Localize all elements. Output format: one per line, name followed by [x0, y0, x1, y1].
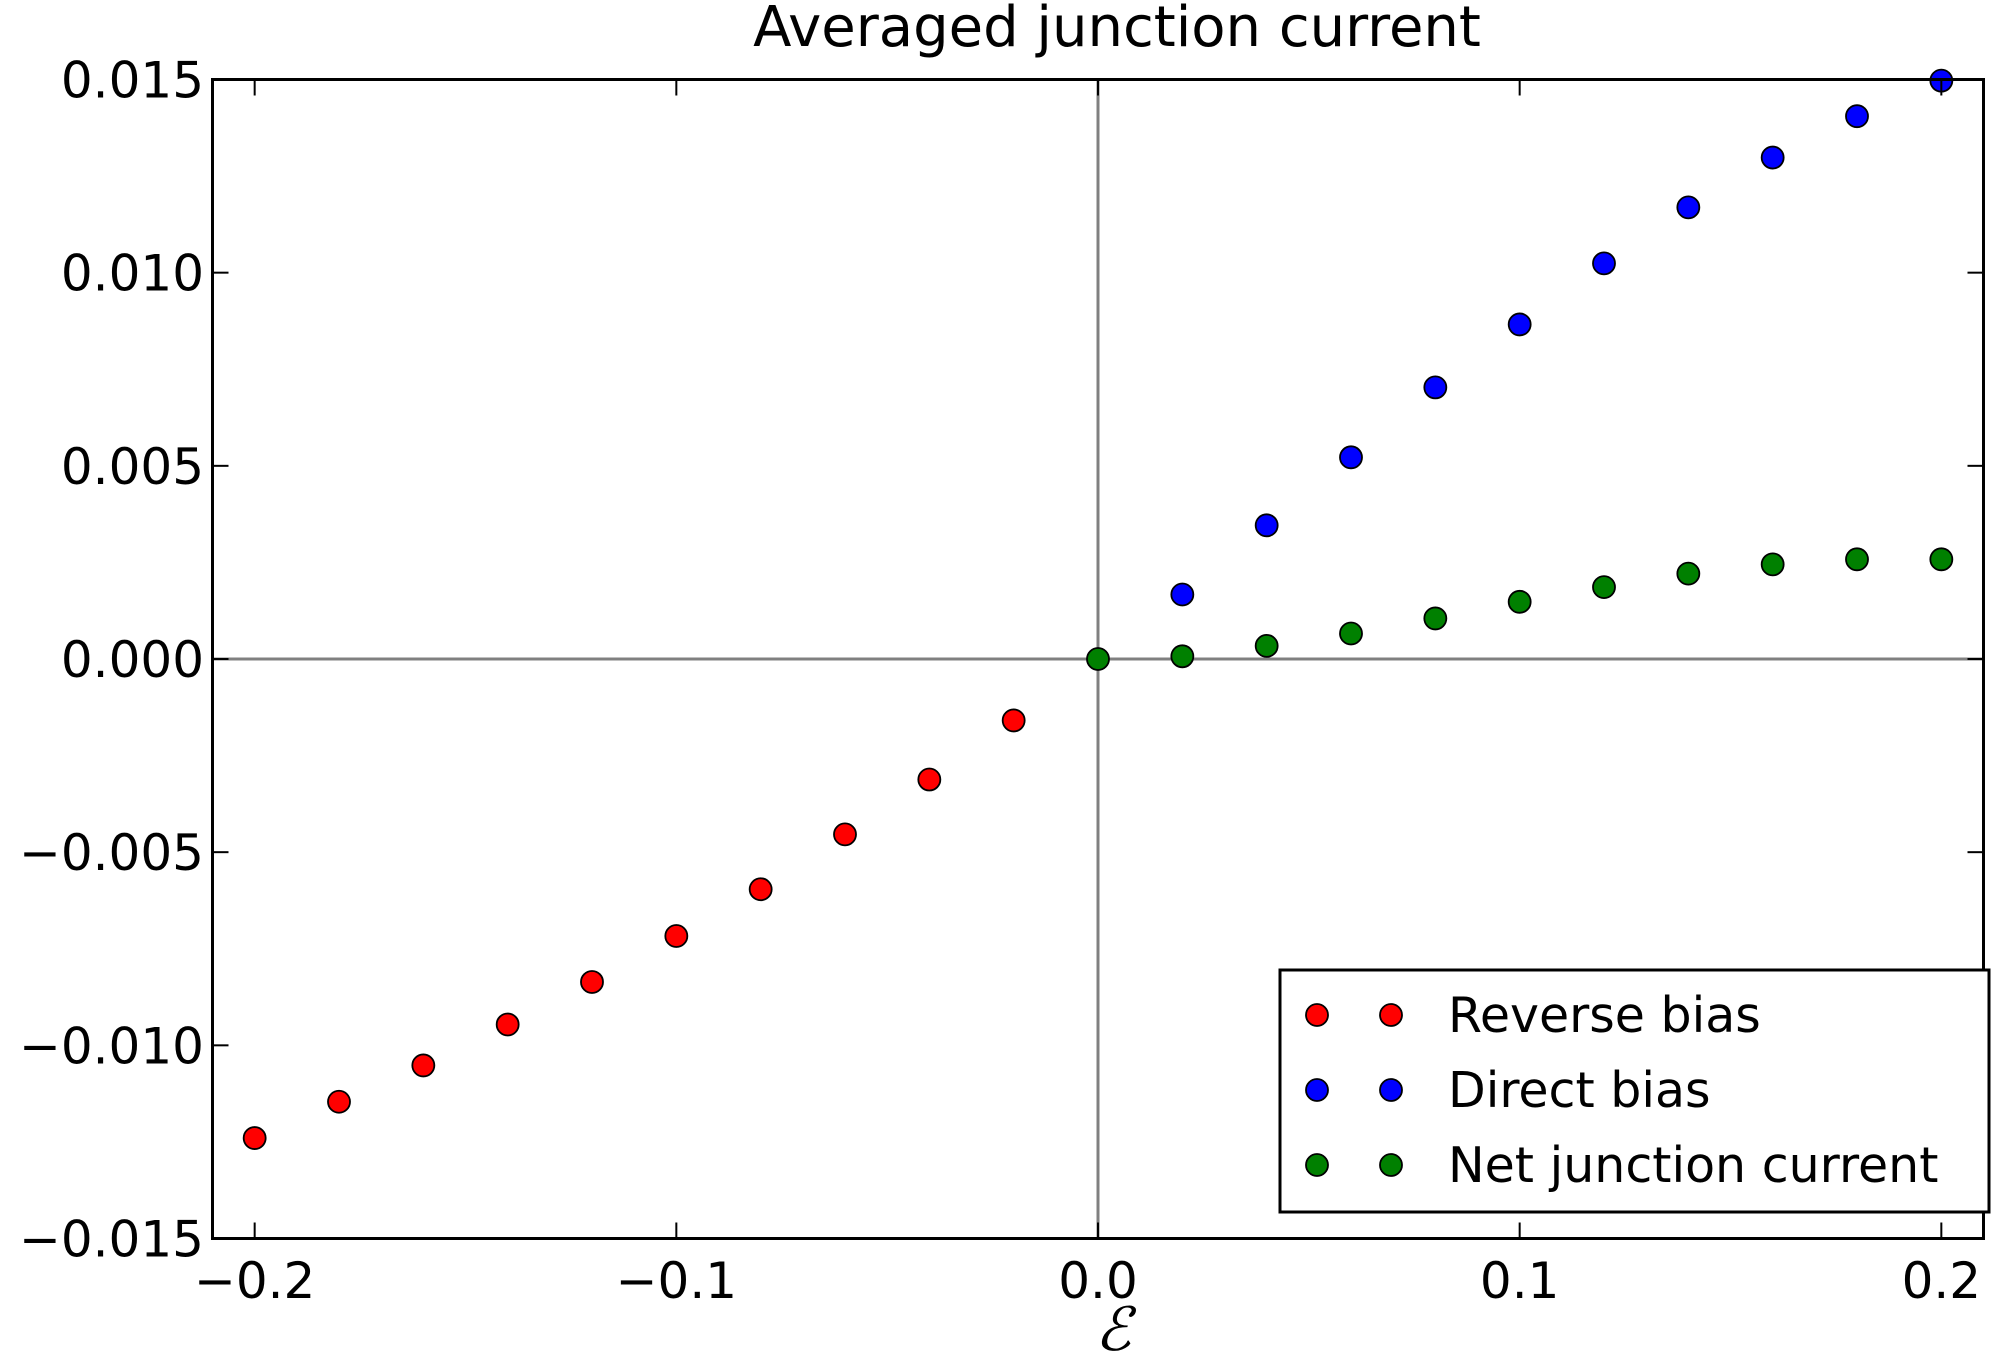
legend: Reverse bias Direct bias Net junction curr…	[1278, 968, 1991, 1214]
data-point	[1254, 513, 1279, 538]
data-point	[1592, 575, 1616, 600]
data-point	[664, 924, 689, 948]
legend-items: Reverse bias Direct bias Net junction curr…	[1305, 987, 1938, 1194]
data-point	[1001, 708, 1026, 733]
data-point	[327, 1089, 351, 1114]
data-point	[1170, 582, 1195, 607]
x-tick-label: 0.0	[1058, 1252, 1138, 1310]
data-point	[1676, 561, 1701, 586]
legend-marker	[1305, 1078, 1329, 1102]
data-point	[1339, 445, 1363, 470]
x-tick-label: 0.2	[1902, 1252, 1982, 1310]
chart-title: Averaged junction current	[753, 0, 1481, 60]
data-point	[411, 1053, 436, 1078]
data-point	[1592, 251, 1616, 276]
y-tick-label: −0.005	[19, 824, 204, 882]
series-1	[1170, 68, 1954, 607]
data-point	[1507, 312, 1532, 337]
legend-item: Direct bias	[1305, 1062, 1711, 1119]
legend-item: Reverse bias	[1305, 987, 1761, 1044]
data-points	[242, 68, 1954, 1150]
legend-marker	[1379, 1078, 1403, 1102]
legend-marker	[1305, 1003, 1329, 1027]
y-tick-labels: −0.015 −0.010 −0.005 0.000 0.005 0.010 0.015	[19, 52, 204, 1269]
data-point	[1254, 633, 1279, 658]
legend-marker	[1379, 1003, 1403, 1027]
y-tick-label: −0.010	[19, 1017, 204, 1075]
data-point	[1423, 375, 1448, 400]
data-point	[917, 767, 942, 792]
y-tick-label: 0.005	[61, 438, 204, 496]
series-2	[1086, 547, 1954, 671]
legend-item: Net junction current	[1305, 1137, 1938, 1194]
data-point	[1760, 552, 1785, 577]
data-point	[1845, 104, 1869, 129]
data-point	[1507, 589, 1532, 614]
data-point	[748, 877, 773, 902]
data-point	[1676, 195, 1701, 220]
y-tick-label: 0.015	[61, 52, 204, 110]
data-point	[833, 822, 857, 847]
data-point	[1423, 606, 1448, 631]
x-tick-label: 0.1	[1480, 1252, 1560, 1310]
data-point	[1170, 644, 1195, 669]
data-point	[1086, 647, 1110, 671]
legend-label: Direct bias	[1448, 1062, 1711, 1119]
y-tick-label: 0.000	[61, 631, 204, 689]
legend-marker	[1379, 1153, 1403, 1177]
data-point	[242, 1126, 267, 1150]
x-axis-label: ℰ	[1095, 1295, 1137, 1358]
legend-label: Reverse bias	[1448, 987, 1761, 1044]
legend-marker	[1305, 1153, 1329, 1177]
data-point	[1760, 145, 1785, 170]
data-point	[495, 1012, 520, 1037]
y-tick-label: −0.015	[19, 1211, 204, 1269]
data-point	[1845, 547, 1869, 572]
data-point	[1929, 547, 1954, 572]
x-tick-label: −0.1	[616, 1252, 737, 1310]
x-tick-labels: −0.2 −0.1 0.0 0.1 0.2	[194, 1252, 1981, 1310]
series-0	[242, 708, 1026, 1150]
legend-label: Net junction current	[1448, 1137, 1938, 1194]
data-point	[580, 970, 604, 994]
data-point	[1339, 621, 1363, 646]
y-tick-label: 0.010	[61, 245, 204, 303]
x-tick-label: −0.2	[194, 1252, 315, 1310]
